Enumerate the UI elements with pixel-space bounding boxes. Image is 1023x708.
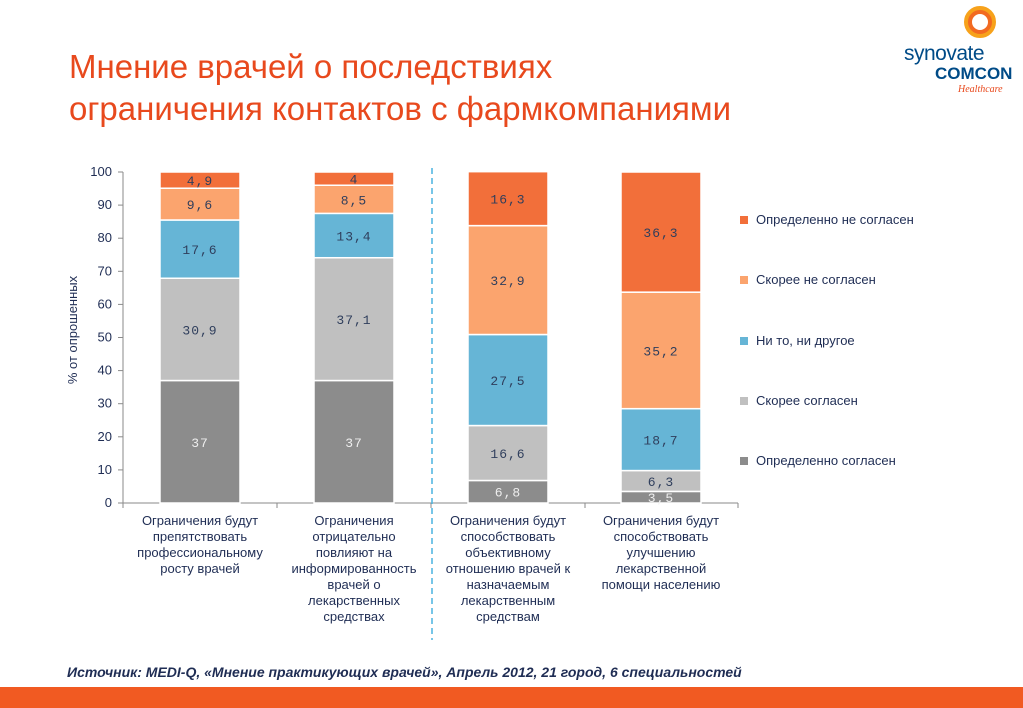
bar-segment xyxy=(313,256,395,382)
legend-swatch xyxy=(740,396,748,405)
bar-data-label: 4 xyxy=(350,173,359,188)
bar-segment xyxy=(313,171,395,186)
logo-text-sub: COMCON xyxy=(935,64,1013,83)
bar-data-label: 18,7 xyxy=(643,434,678,449)
y-tick-label: 60 xyxy=(98,296,112,311)
footer-bar xyxy=(0,687,1023,708)
bar-data-label: 37,1 xyxy=(336,313,371,328)
logo-inner-ring-icon xyxy=(968,10,992,34)
title-line-2: ограничения контактов с фармкомпаниями xyxy=(69,90,732,127)
bar-data-label: 4,9 xyxy=(187,174,213,189)
logo-ring-icon xyxy=(964,6,996,38)
y-tick-label: 0 xyxy=(105,495,112,510)
y-tick-label: 30 xyxy=(98,396,112,411)
bar-data-label: 6,8 xyxy=(495,486,521,501)
bar-data-label: 16,6 xyxy=(490,447,525,462)
bar-segment xyxy=(467,170,549,227)
legend-swatch xyxy=(740,336,748,345)
bar-segment xyxy=(620,291,702,410)
stacked-bar-chart: 0 10 20 30 40 50 60 70 80 90 100 % от опрошенных 37 3… xyxy=(65,164,739,640)
y-tick-label: 100 xyxy=(90,164,112,179)
bar-segment xyxy=(313,184,395,215)
x-category-label: Ограничения отрицательно повлияют на информ… xyxy=(291,513,417,624)
bar-segment xyxy=(313,379,395,504)
legend-item: Определенно не согласен xyxy=(740,211,914,227)
y-tick-label: 80 xyxy=(98,230,112,245)
y-axis-label: % от опрошенных xyxy=(65,275,80,384)
bar-data-label: 16,3 xyxy=(490,193,525,208)
source-note: Источник: MEDI-Q, «Мнение практикующих в… xyxy=(67,664,742,680)
logo-text-main: synovate xyxy=(904,42,985,65)
bar-segment xyxy=(467,333,549,427)
bar-data-label: 36,3 xyxy=(643,226,678,241)
bar-data-label: 30,9 xyxy=(182,323,217,338)
legend-label: Ни то, ни другое xyxy=(756,333,855,349)
legend-item: Ни то, ни другое xyxy=(740,332,855,348)
y-tick-label: 10 xyxy=(98,462,112,477)
legend-swatch xyxy=(740,275,748,284)
bar-data-label: 3,5 xyxy=(648,491,674,506)
title-line-1: Мнение врачей о последствиях xyxy=(69,48,553,85)
bar-data-label: 6,3 xyxy=(648,475,674,490)
bar-data-label: 32,9 xyxy=(490,274,525,289)
legend-label: Скорее не согласен xyxy=(756,272,876,288)
legend-swatch xyxy=(740,215,748,224)
bar-data-label: 37 xyxy=(191,436,209,451)
bar-data-label: 17,6 xyxy=(182,243,217,258)
legend-swatch xyxy=(740,456,748,465)
legend-item: Определенно согласен xyxy=(740,452,896,468)
bar-segment xyxy=(313,212,395,259)
page-title: Мнение врачей о последствиях ограничения… xyxy=(69,46,869,130)
bar-data-label: 37 xyxy=(345,436,363,451)
x-category-label: Ограничения будут препятствовать профессио… xyxy=(137,513,263,576)
bar-segment xyxy=(467,224,549,336)
x-category-label: Ограничения будут способствовать объективн… xyxy=(445,513,571,624)
legend-label: Скорее согласен xyxy=(756,393,858,409)
bar-segment xyxy=(159,277,241,382)
bar-segment xyxy=(159,171,241,189)
legend-label: Определенно согласен xyxy=(756,453,896,469)
legend-item: Скорее не согласен xyxy=(740,271,876,287)
y-tick-label: 40 xyxy=(98,363,112,378)
bar-segment xyxy=(467,424,549,482)
bar-segment xyxy=(159,187,241,221)
bar-segment xyxy=(620,171,702,293)
bar-data-label: 9,6 xyxy=(187,198,213,213)
y-tick-label: 50 xyxy=(98,330,112,345)
bar-data-label: 35,2 xyxy=(643,344,678,359)
y-tick-label: 70 xyxy=(98,263,112,278)
bar-segment xyxy=(159,219,241,280)
logo-text-tagline: Healthcare xyxy=(958,84,1003,95)
legend-label: Определенно не согласен xyxy=(756,212,914,228)
bar-data-label: 13,4 xyxy=(336,230,371,245)
y-tick-label: 90 xyxy=(98,197,112,212)
legend-item: Скорее согласен xyxy=(740,392,858,408)
y-tick-label: 20 xyxy=(98,429,112,444)
bar-data-label: 27,5 xyxy=(490,374,525,389)
bar-data-label: 8,5 xyxy=(341,193,367,208)
bar-segment xyxy=(159,379,241,504)
x-category-label: Ограничения будут способствовать улучшению… xyxy=(601,513,721,592)
